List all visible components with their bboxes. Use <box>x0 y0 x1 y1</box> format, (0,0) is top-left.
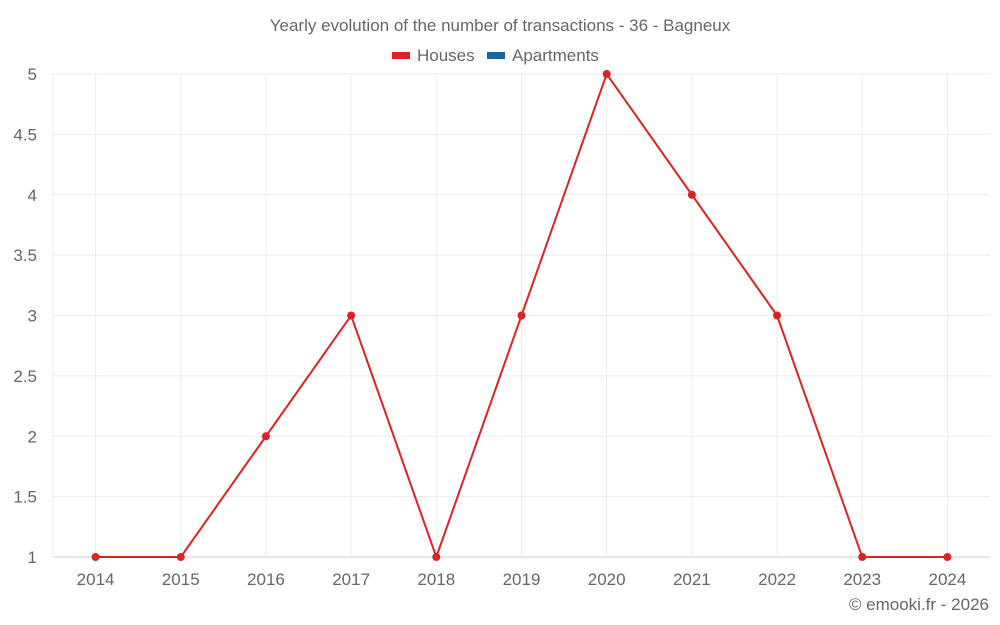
data-point <box>176 553 185 561</box>
chart-title: Yearly evolution of the number of transa… <box>270 16 731 35</box>
x-tick-label: 2014 <box>77 570 115 589</box>
y-tick-label: 2.5 <box>13 367 37 386</box>
data-point <box>687 190 696 199</box>
x-tick-label: 2023 <box>843 570 881 589</box>
data-point <box>517 311 526 320</box>
data-point <box>943 553 952 561</box>
y-tick-label: 1.5 <box>13 488 37 507</box>
x-tick-label: 2016 <box>247 570 285 589</box>
data-point <box>91 553 100 561</box>
x-tick-label: 2017 <box>332 570 370 589</box>
data-point <box>261 432 270 441</box>
data-point <box>347 311 356 320</box>
credit: © emooki.fr - 2026 <box>849 595 989 614</box>
legend-swatch-apartments <box>487 52 505 59</box>
y-tick-label: 3.5 <box>13 246 37 265</box>
x-tick-label: 2021 <box>673 570 711 589</box>
legend-label: Apartments <box>512 46 599 65</box>
x-tick-label: 2015 <box>162 570 200 589</box>
x-axis: 2014 2015 2016 2017 2018 2019 2020 2021 2022 2023… <box>77 570 967 589</box>
y-tick-label: 4.5 <box>13 125 37 144</box>
x-tick-label: 2020 <box>588 570 626 589</box>
series <box>91 70 952 561</box>
data-point <box>432 553 441 561</box>
y-tick-label: 3 <box>28 307 37 326</box>
x-tick-label: 2019 <box>503 570 541 589</box>
data-point <box>602 70 611 78</box>
y-axis: 1 1.5 2 2.5 3 3.5 4 4.5 5 <box>13 65 37 567</box>
data-point <box>858 553 867 561</box>
data-point <box>773 311 782 320</box>
x-tick-label: 2018 <box>417 570 455 589</box>
x-tick-label: 2022 <box>758 570 796 589</box>
y-tick-label: 1 <box>28 548 37 567</box>
y-tick-label: 2 <box>28 427 37 446</box>
y-tick-label: 4 <box>28 186 37 205</box>
y-tick-label: 5 <box>28 65 37 84</box>
legend-label: Houses <box>417 46 475 65</box>
legend: Houses Apartments <box>392 46 599 65</box>
x-tick-label: 2024 <box>928 570 966 589</box>
legend-swatch-houses <box>392 52 410 59</box>
